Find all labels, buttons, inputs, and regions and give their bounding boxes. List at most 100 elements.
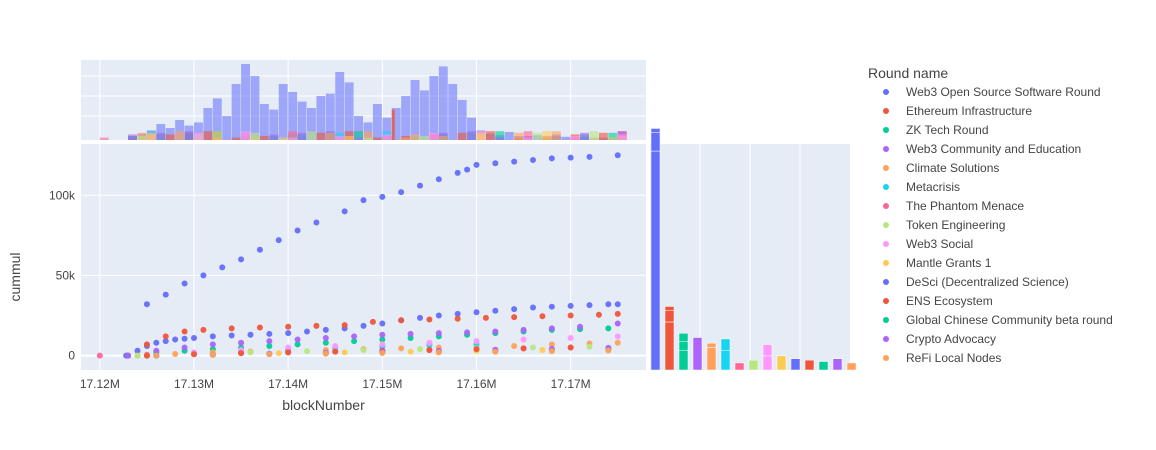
data-point xyxy=(153,339,160,346)
data-point xyxy=(586,302,593,309)
data-point xyxy=(595,311,602,318)
data-point xyxy=(605,347,612,354)
top-hist-overlay-bar xyxy=(410,134,420,140)
series-11 xyxy=(143,344,574,359)
data-point xyxy=(322,334,329,341)
data-point xyxy=(614,320,621,327)
right-hist-bar xyxy=(678,333,689,342)
data-point xyxy=(285,323,292,330)
series-1 xyxy=(125,310,621,359)
data-point xyxy=(530,344,536,351)
right-hist-bar xyxy=(650,150,661,371)
data-point xyxy=(379,341,386,348)
top-hist-bar xyxy=(335,72,345,140)
legend-item: ZK Tech Round xyxy=(883,123,989,137)
top-hist-bar xyxy=(438,66,448,140)
data-point xyxy=(548,348,555,355)
top-hist-bar xyxy=(391,108,401,140)
data-point xyxy=(181,335,188,342)
data-point xyxy=(511,314,518,321)
right-histogram-bars xyxy=(650,128,857,371)
top-hist-overlay-bar xyxy=(259,136,269,140)
data-point xyxy=(454,169,461,176)
y-axis-title: cummul xyxy=(7,252,23,301)
legend-item: Crypto Advocacy xyxy=(883,332,996,346)
top-hist-overlay-bar xyxy=(175,131,185,140)
top-hist-overlay-bar xyxy=(354,137,363,140)
data-point xyxy=(492,307,499,314)
data-point xyxy=(181,280,188,287)
data-point xyxy=(209,341,216,348)
right-hist-bar xyxy=(832,358,843,371)
top-hist-overlay-bar xyxy=(156,132,166,140)
data-point xyxy=(285,330,292,337)
right-hist-bar xyxy=(650,128,661,133)
top-hist-bar xyxy=(307,108,316,140)
data-point xyxy=(228,325,235,332)
data-point xyxy=(238,350,245,357)
data-point xyxy=(200,326,207,333)
data-point xyxy=(492,328,499,335)
data-point xyxy=(200,272,207,279)
legend-marker xyxy=(883,317,889,323)
top-hist-overlay-bar xyxy=(608,132,618,140)
legend-marker xyxy=(883,203,889,209)
data-point xyxy=(379,331,386,338)
data-point xyxy=(209,351,216,358)
legend-label: Global Chinese Community beta round xyxy=(906,313,1113,327)
data-point xyxy=(191,351,197,358)
top-hist-overlay-bar xyxy=(617,134,627,140)
top-hist-overlay-bar xyxy=(194,132,203,140)
legend-marker xyxy=(883,298,889,304)
top-hist-overlay-bar xyxy=(420,136,429,140)
top-histogram-bars xyxy=(99,64,627,140)
top-hist-overlay-bar xyxy=(165,134,175,140)
data-point xyxy=(435,176,442,183)
top-hist-overlay-bar xyxy=(137,136,147,140)
top-hist-overlay-bar xyxy=(495,137,505,140)
top-hist-bar xyxy=(325,93,335,140)
right-hist-bar xyxy=(678,341,689,351)
top-hist-overlay-bar xyxy=(288,131,298,140)
right-hist-bar xyxy=(706,342,717,348)
top-hist-bar xyxy=(372,104,382,140)
data-point xyxy=(473,346,480,353)
legend-label: The Phantom Menace xyxy=(906,199,1024,213)
data-point xyxy=(285,344,292,351)
right-hist-bar xyxy=(776,355,787,371)
right-hist-bar xyxy=(692,337,703,371)
top-hist-overlay-bar xyxy=(485,131,495,140)
top-hist-bar xyxy=(259,104,269,140)
legend-item: ReFi Local Nodes xyxy=(883,351,1001,365)
data-point xyxy=(548,155,555,162)
right-hist-bar xyxy=(846,362,857,371)
data-point xyxy=(351,333,358,340)
series-10 xyxy=(143,152,621,308)
right-hist-bar xyxy=(762,355,773,371)
legend-item: Token Engineering xyxy=(883,218,1005,232)
data-point xyxy=(294,341,301,348)
right-hist-bar xyxy=(664,321,675,371)
data-point xyxy=(492,160,499,167)
top-hist-bar xyxy=(448,84,458,140)
legend-title: Round name xyxy=(868,65,948,81)
data-point xyxy=(153,352,160,359)
data-point xyxy=(304,348,310,355)
data-point xyxy=(511,342,518,349)
data-point xyxy=(379,320,386,327)
data-point xyxy=(209,333,216,340)
data-point xyxy=(313,322,320,329)
data-point xyxy=(614,301,621,308)
top-hist-bar xyxy=(175,120,185,140)
data-point xyxy=(577,323,584,330)
right-hist-bar xyxy=(720,338,731,351)
y-tick-label: 0 xyxy=(68,349,75,363)
legend-item: The Phantom Menace xyxy=(883,199,1024,213)
data-point xyxy=(266,330,273,337)
top-hist-overlay-bar xyxy=(316,132,326,140)
data-point xyxy=(417,346,423,353)
data-point xyxy=(332,342,339,349)
series-3 xyxy=(125,320,621,359)
data-point xyxy=(567,344,574,351)
data-point xyxy=(96,352,103,359)
